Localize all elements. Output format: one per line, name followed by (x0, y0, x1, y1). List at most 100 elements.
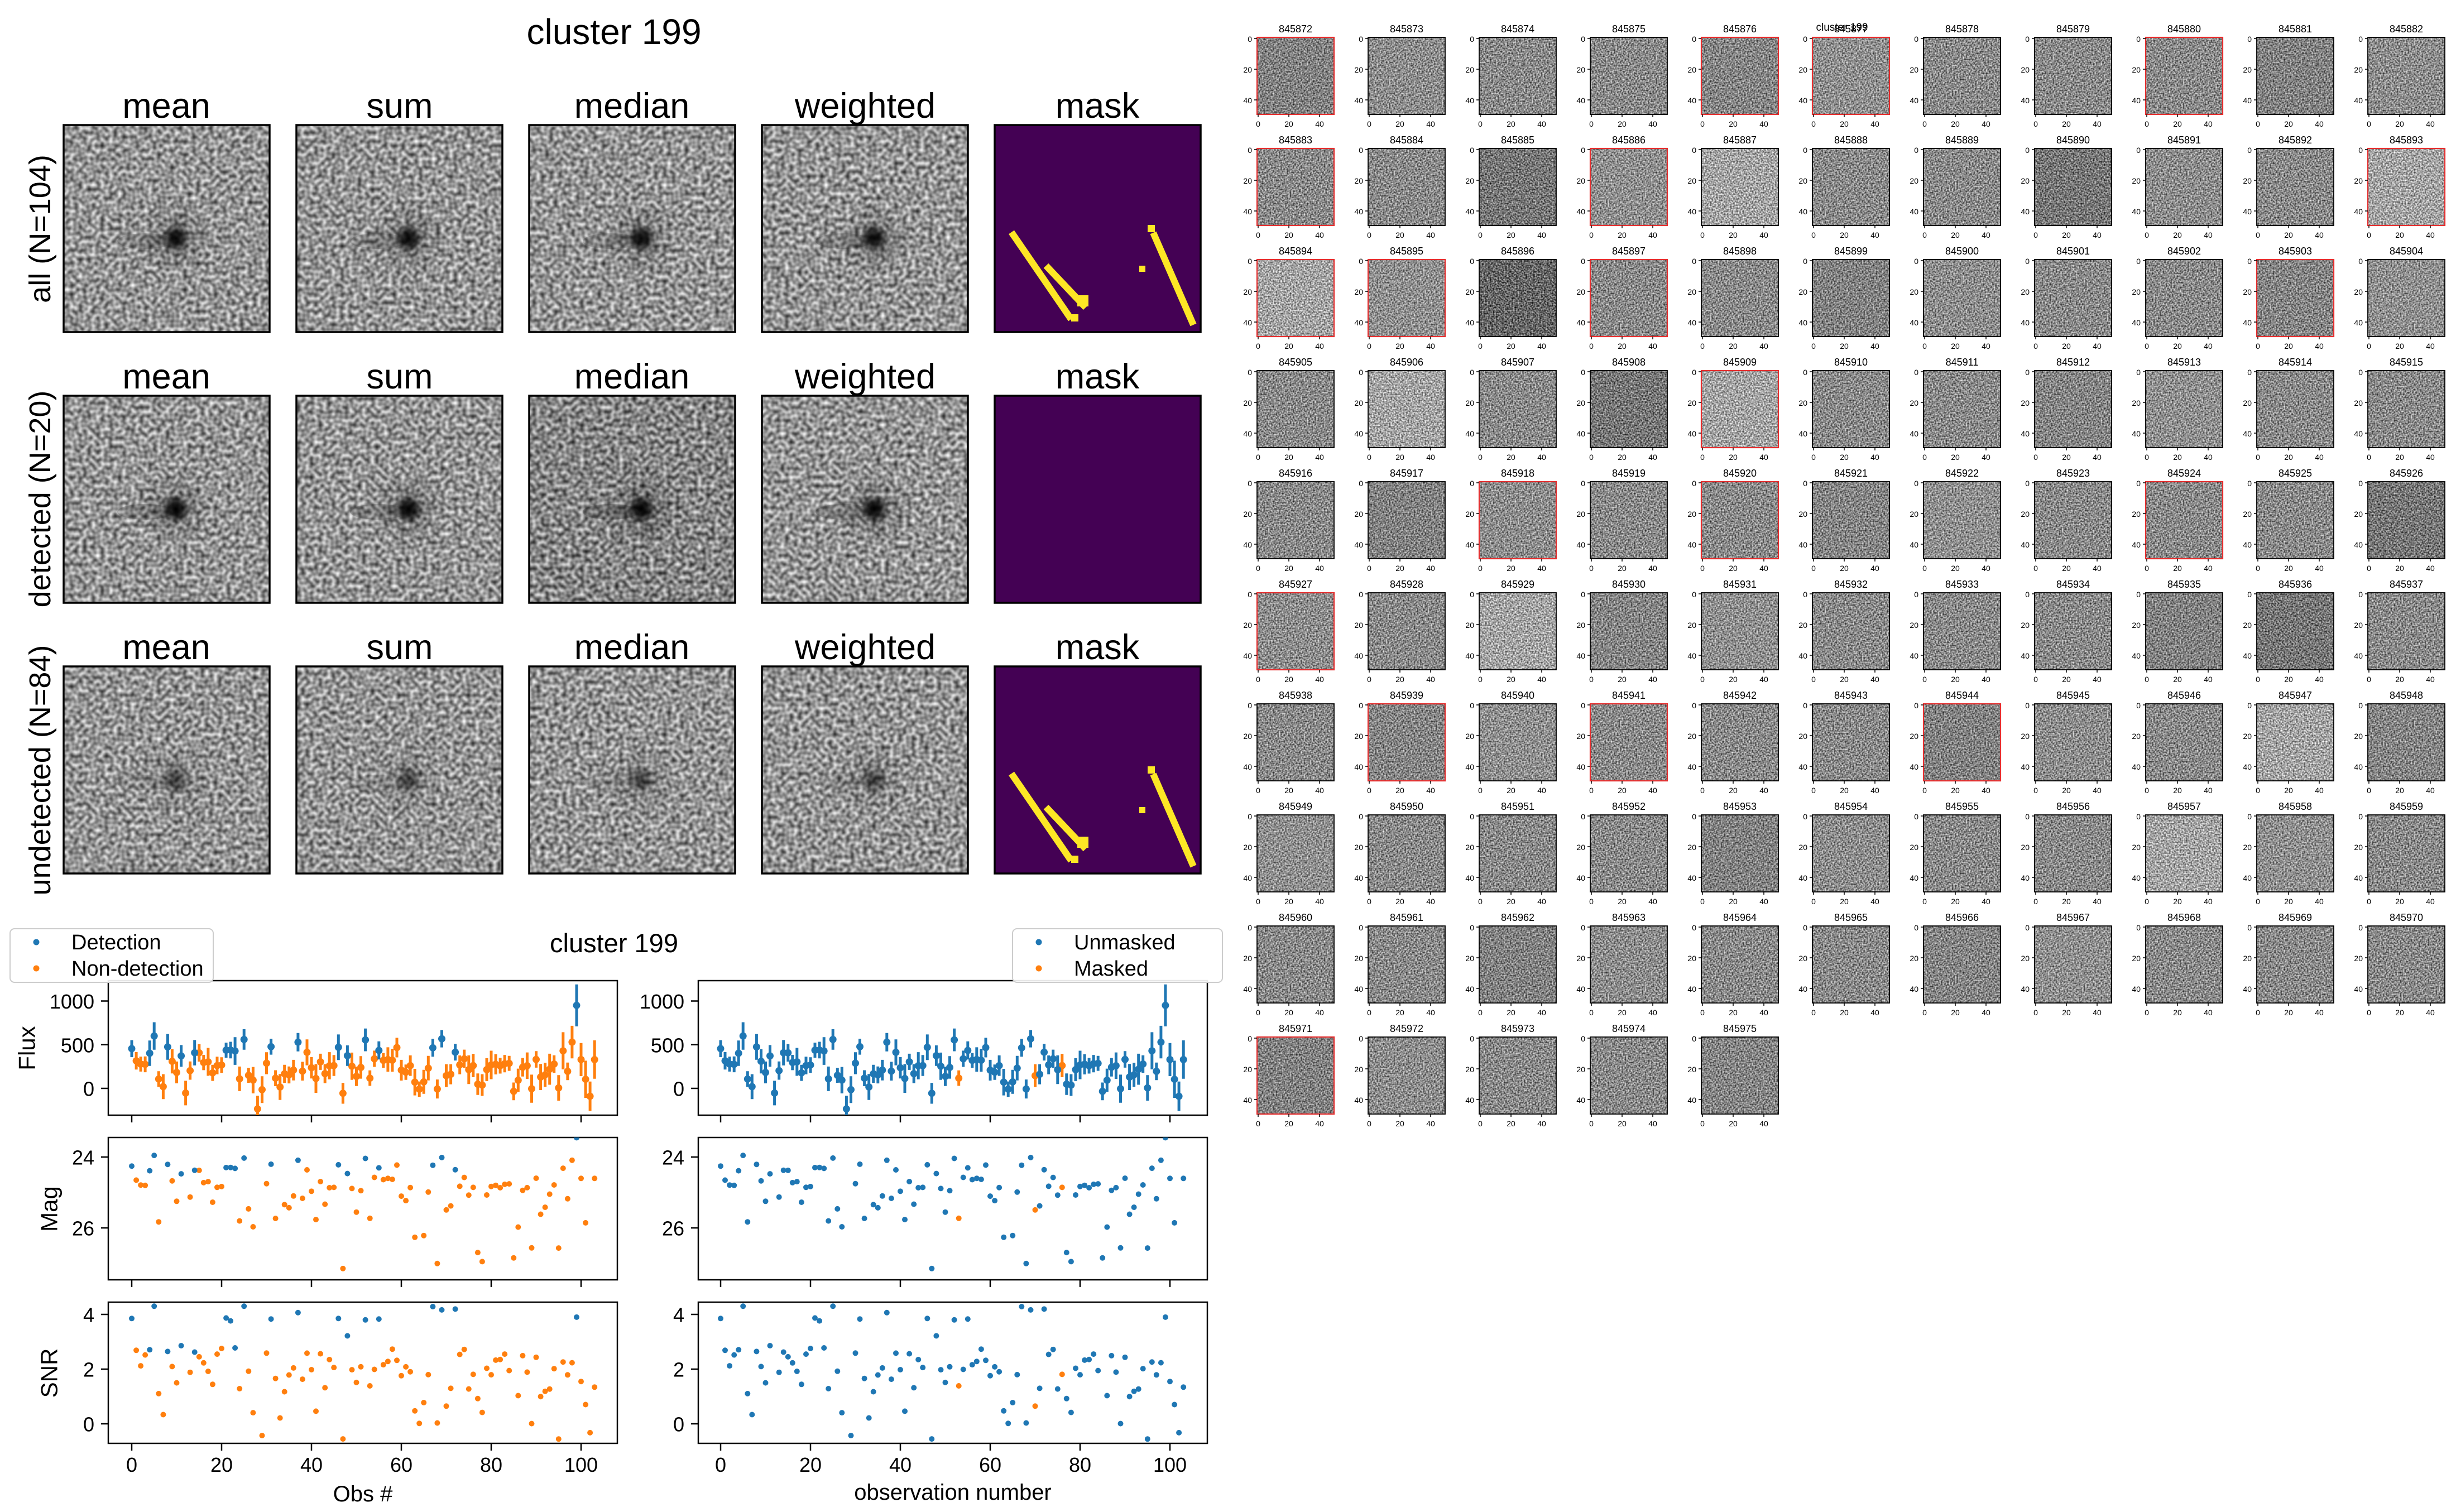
svg-text:0: 0 (1478, 786, 1483, 795)
svg-text:20: 20 (2062, 453, 2071, 462)
svg-text:20: 20 (2021, 287, 2030, 296)
svg-text:40: 40 (1687, 873, 1696, 882)
svg-text:0: 0 (673, 1413, 684, 1436)
svg-text:20: 20 (2284, 675, 2293, 684)
svg-text:0: 0 (1359, 1034, 1363, 1043)
svg-text:20: 20 (1284, 1119, 1293, 1128)
svg-text:845968: 845968 (2167, 912, 2201, 923)
svg-text:0: 0 (2025, 923, 2030, 932)
svg-text:40: 40 (1465, 985, 1474, 993)
svg-text:20: 20 (2243, 65, 2252, 74)
svg-text:observation number: observation number (854, 1480, 1052, 1505)
svg-text:20: 20 (2062, 564, 2071, 573)
svg-text:20: 20 (1687, 176, 1696, 185)
svg-text:0: 0 (715, 1453, 726, 1476)
svg-text:40: 40 (2243, 318, 2252, 327)
svg-text:40: 40 (2021, 429, 2030, 438)
svg-text:845974: 845974 (1612, 1023, 1646, 1034)
svg-text:20: 20 (2173, 231, 2182, 239)
svg-text:20: 20 (1507, 897, 1515, 906)
svg-text:0: 0 (2358, 590, 2363, 599)
svg-text:20: 20 (1576, 621, 1585, 630)
svg-text:0: 0 (1470, 812, 1474, 821)
svg-text:20: 20 (2021, 843, 2030, 852)
svg-text:40: 40 (1537, 897, 1546, 906)
svg-text:20: 20 (2021, 954, 2030, 963)
svg-text:0: 0 (2358, 479, 2363, 488)
svg-text:Obs #: Obs # (333, 1482, 393, 1506)
svg-text:40: 40 (2093, 675, 2102, 684)
svg-text:845882: 845882 (2390, 23, 2423, 35)
svg-text:40: 40 (1910, 762, 1918, 771)
svg-text:845883: 845883 (1279, 135, 1312, 146)
svg-text:20: 20 (2354, 65, 2363, 74)
svg-text:40: 40 (1648, 1119, 1657, 1128)
svg-text:40: 40 (1354, 96, 1363, 105)
svg-text:20: 20 (2062, 786, 2071, 795)
svg-text:0: 0 (1589, 231, 1594, 239)
svg-text:40: 40 (1687, 985, 1696, 993)
svg-text:0: 0 (2136, 701, 2141, 710)
svg-text:40: 40 (1648, 453, 1657, 462)
svg-text:40: 40 (1648, 564, 1657, 573)
svg-text:0: 0 (1581, 257, 1585, 266)
svg-text:0: 0 (2256, 1008, 2260, 1017)
svg-text:all (N=104): all (N=104) (23, 155, 57, 303)
svg-text:20: 20 (1576, 1065, 1585, 1074)
svg-text:0: 0 (1700, 231, 1705, 239)
svg-text:0: 0 (1922, 675, 1927, 684)
svg-text:20: 20 (1243, 510, 1252, 519)
svg-text:40: 40 (2243, 762, 2252, 771)
svg-text:0: 0 (1589, 453, 1594, 462)
svg-text:20: 20 (1284, 231, 1293, 239)
svg-text:845907: 845907 (1501, 357, 1534, 368)
svg-text:20: 20 (2284, 231, 2293, 239)
svg-text:40: 40 (2093, 564, 2102, 573)
svg-text:40: 40 (1537, 342, 1546, 351)
svg-text:40: 40 (1648, 231, 1657, 239)
svg-text:20: 20 (1465, 176, 1474, 185)
svg-text:0: 0 (83, 1413, 94, 1436)
svg-text:20: 20 (2395, 231, 2404, 239)
svg-text:20: 20 (1395, 453, 1404, 462)
svg-text:20: 20 (1840, 564, 1849, 573)
svg-text:40: 40 (1354, 1096, 1363, 1105)
svg-text:845938: 845938 (1279, 690, 1312, 701)
svg-text:20: 20 (1465, 399, 1474, 407)
svg-text:0: 0 (1367, 786, 1371, 795)
svg-text:40: 40 (2243, 96, 2252, 105)
svg-text:0: 0 (2256, 231, 2260, 239)
svg-text:40: 40 (1576, 96, 1585, 105)
svg-text:0: 0 (2256, 119, 2260, 128)
svg-text:40: 40 (1687, 762, 1696, 771)
svg-text:845881: 845881 (2278, 23, 2312, 35)
svg-text:40: 40 (2204, 453, 2213, 462)
svg-text:0: 0 (2025, 812, 2030, 821)
svg-text:20: 20 (1798, 510, 1807, 519)
svg-text:20: 20 (1354, 399, 1363, 407)
svg-text:20: 20 (1840, 453, 1849, 462)
svg-text:0: 0 (2367, 1008, 2371, 1017)
svg-text:20: 20 (1507, 342, 1515, 351)
svg-text:20: 20 (1687, 954, 1696, 963)
svg-text:20: 20 (1576, 399, 1585, 407)
svg-text:845875: 845875 (1612, 23, 1646, 35)
svg-text:40: 40 (2426, 786, 2435, 795)
svg-text:40: 40 (1982, 1008, 1990, 1017)
svg-text:845876: 845876 (1723, 23, 1757, 35)
svg-text:mean: mean (122, 87, 210, 126)
svg-text:0: 0 (2256, 453, 2260, 462)
svg-text:40: 40 (2354, 207, 2363, 216)
svg-text:0: 0 (1359, 590, 1363, 599)
svg-text:0: 0 (2145, 675, 2149, 684)
svg-text:20: 20 (2354, 510, 2363, 519)
svg-text:detected (N=20): detected (N=20) (23, 391, 57, 608)
svg-text:40: 40 (1315, 786, 1324, 795)
svg-text:40: 40 (1798, 318, 1807, 327)
svg-text:0: 0 (1256, 342, 1260, 351)
svg-text:0: 0 (2025, 368, 2030, 377)
svg-text:845874: 845874 (1501, 23, 1534, 35)
svg-text:0: 0 (1248, 590, 1252, 599)
svg-text:0: 0 (1922, 1008, 1927, 1017)
svg-text:0: 0 (2256, 342, 2260, 351)
